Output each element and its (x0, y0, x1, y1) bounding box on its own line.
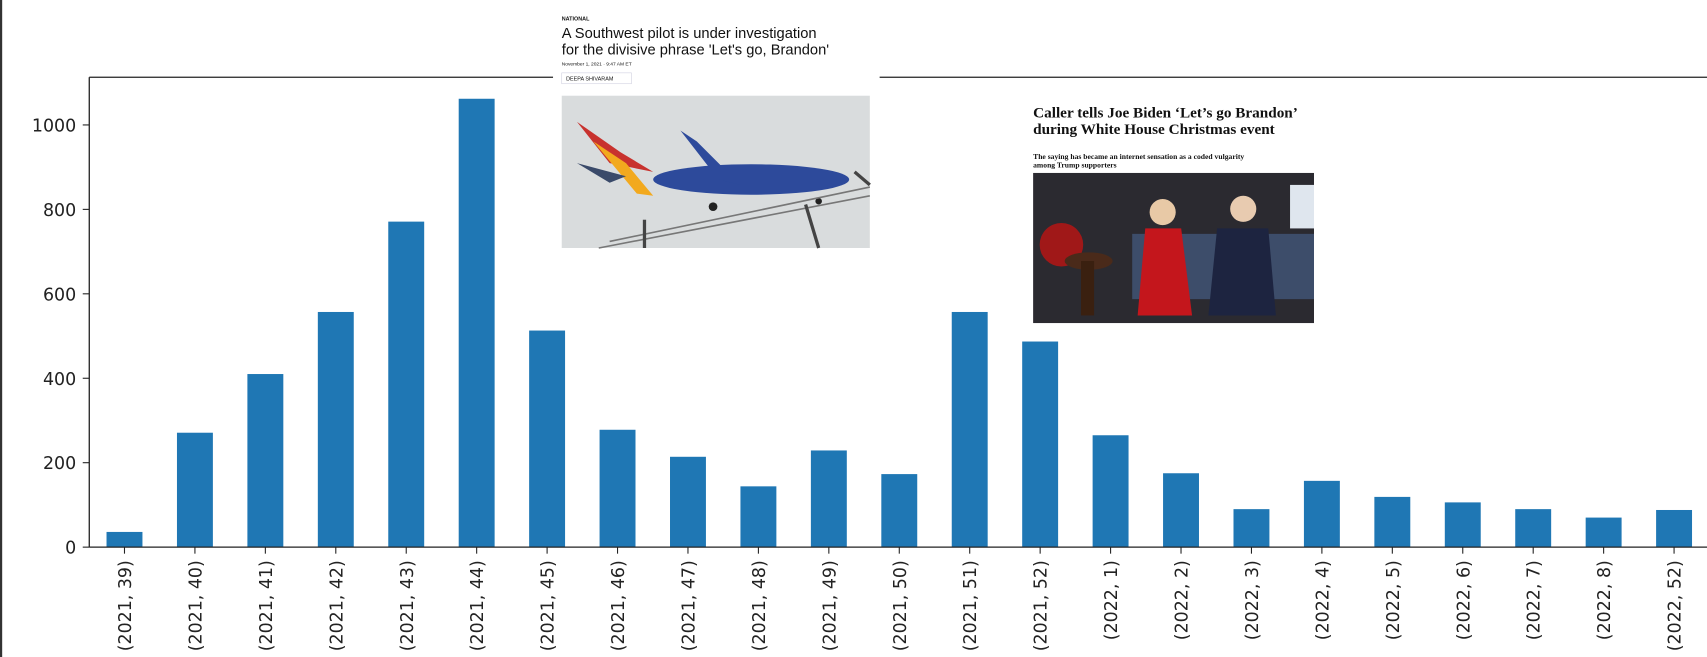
byline-box (561, 72, 632, 85)
bar (1092, 435, 1129, 548)
x-tick-label: (2021, 40) (186, 560, 206, 651)
y-tick-label: 800 (43, 201, 76, 221)
x-tick-label: (2021, 42) (327, 560, 347, 651)
bar (810, 450, 847, 548)
x-tick-label: (2021, 51) (961, 560, 981, 651)
bar (176, 432, 213, 548)
y-tick-label: 0 (65, 539, 76, 559)
bar (106, 531, 143, 548)
bar (1374, 496, 1411, 548)
plane-photo (561, 95, 871, 249)
bar (1515, 509, 1552, 548)
x-tick-label: (2021, 46) (609, 560, 629, 651)
bar (317, 311, 354, 548)
headline: Caller tells Joe Biden ‘Let’s go Brandon… (1033, 104, 1298, 121)
x-tick-label: (2022, 3) (1243, 560, 1263, 640)
article-2: Caller tells Joe Biden ‘Let’s go Brandon… (1033, 104, 1314, 324)
y-tick-label: 1000 (32, 116, 76, 136)
x-tick-label: (2021, 49) (820, 560, 840, 651)
x-tick-label: (2021, 47) (679, 560, 699, 651)
bar (1656, 509, 1693, 548)
left-border (0, 0, 3, 657)
x-tick-label: (2022, 1) (1102, 560, 1122, 640)
headline: A Southwest pilot is under investigation (562, 26, 817, 42)
x-tick-label: (2021, 39) (116, 560, 136, 651)
bar (1444, 502, 1481, 548)
bar (1022, 341, 1059, 548)
bar (670, 456, 706, 548)
headline: for the divisive phrase 'Let's go, Brand… (562, 42, 830, 58)
byline: DEEPA SHIVARAM (566, 76, 614, 82)
bar (1233, 509, 1270, 548)
subhead: among Trump supporters (1033, 161, 1117, 170)
section: NATIONAL (562, 17, 590, 23)
x-tick-label: (2021, 44) (468, 560, 488, 651)
date: November 1, 2021 · 9:47 AM ET (562, 61, 632, 67)
article-1: NATIONAL A Southwest pilot is under inve… (553, 8, 880, 251)
x-tick-label: (2022, 8) (1595, 560, 1615, 640)
bar (1303, 480, 1340, 548)
x-tick-label: (2021, 52) (1032, 560, 1052, 651)
bar (388, 221, 425, 548)
bar (247, 374, 284, 548)
bar (1585, 517, 1622, 548)
plot: 0 200 400 600 800 1000 (2021, 39) (2021, 40) (20… (32, 76, 1707, 651)
x-tick-label: (2022, 5) (1384, 560, 1404, 640)
bar (740, 486, 777, 548)
x-tick-label: (2022, 2) (1173, 560, 1193, 640)
x-tick-label: (2022, 7) (1525, 560, 1545, 640)
bar (951, 311, 988, 548)
y-tick-label: 600 (43, 285, 76, 305)
bar (599, 429, 636, 548)
subhead: The saying has became an internet sensat… (1033, 152, 1244, 161)
y-tick-label: 200 (43, 454, 76, 474)
y-tick-label: 400 (43, 370, 76, 390)
bar (1163, 473, 1199, 548)
x-tick-label: (2022, 52) (1666, 560, 1686, 651)
bar (529, 330, 566, 548)
x-tick-label: (2022, 4) (1313, 560, 1333, 640)
x-tick-label: (2021, 43) (398, 560, 418, 651)
x-tick-label: (2021, 45) (539, 560, 559, 651)
headline: during White House Christmas event (1033, 121, 1275, 138)
x-tick-label: (2021, 41) (257, 560, 277, 651)
x-tick-label: (2021, 50) (891, 560, 911, 651)
x-tick-label: (2022, 6) (1454, 560, 1474, 640)
biden-photo (1033, 172, 1314, 324)
x-tick-label: (2021, 48) (750, 560, 770, 651)
bar (881, 474, 918, 548)
bar (458, 98, 495, 548)
